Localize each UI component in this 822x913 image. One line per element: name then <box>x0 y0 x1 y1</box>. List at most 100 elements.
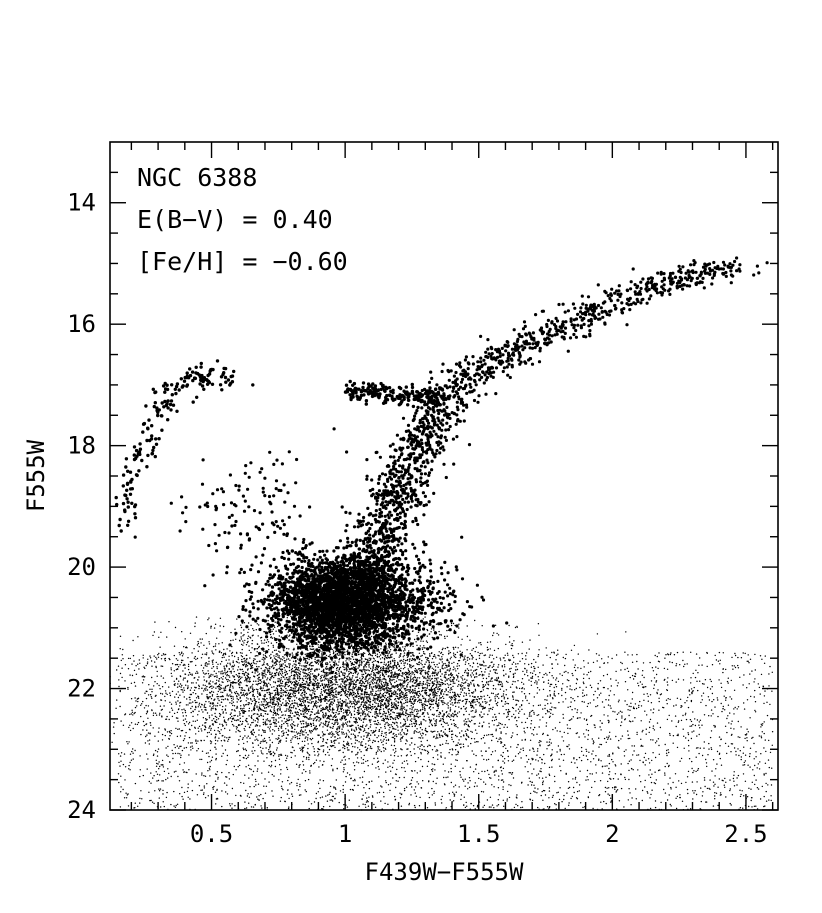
faint-star-point <box>607 738 609 740</box>
faint-star-point <box>456 759 458 762</box>
faint-star-point <box>155 759 157 761</box>
faint-star-point <box>399 689 401 691</box>
faint-star-point <box>709 779 711 781</box>
faint-star-point <box>216 721 218 724</box>
faint-star-point <box>712 781 715 783</box>
faint-star-point <box>473 676 476 679</box>
faint-star-point <box>551 796 554 798</box>
faint-star-point <box>378 729 381 731</box>
faint-star-point <box>358 666 360 668</box>
faint-star-point <box>258 674 260 676</box>
faint-star-point <box>494 688 497 690</box>
faint-star-point <box>288 669 291 672</box>
faint-star-point <box>327 751 329 754</box>
faint-star-point <box>209 705 211 707</box>
faint-star-point <box>225 685 227 687</box>
faint-star-point <box>514 672 516 674</box>
faint-star-point <box>168 761 171 763</box>
faint-star-point <box>390 754 392 756</box>
faint-star-point <box>310 701 313 703</box>
faint-star-point <box>321 683 323 685</box>
faint-star-point <box>754 783 756 786</box>
faint-star-point <box>304 701 307 703</box>
faint-star-point <box>149 688 151 690</box>
faint-star-point <box>293 692 295 694</box>
faint-star-point <box>376 792 379 794</box>
faint-star-point <box>635 673 637 675</box>
faint-star-point <box>509 686 512 688</box>
faint-star-point <box>590 715 592 717</box>
faint-star-point <box>659 769 661 771</box>
faint-star-point <box>675 786 677 788</box>
faint-star-point <box>508 641 511 643</box>
faint-star-point <box>679 664 681 666</box>
faint-star-point <box>391 766 394 769</box>
faint-star-point <box>549 715 551 717</box>
faint-star-point <box>440 678 442 681</box>
faint-star-point <box>359 705 361 708</box>
faint-star-point <box>658 709 660 711</box>
faint-star-point <box>420 758 422 761</box>
faint-star-point <box>471 731 473 733</box>
faint-star-point <box>243 629 245 631</box>
faint-star-point <box>375 753 377 755</box>
faint-star-point <box>281 695 283 698</box>
faint-star-point <box>292 693 294 695</box>
faint-star-point <box>425 734 427 736</box>
faint-star-point <box>307 737 309 739</box>
faint-star-point <box>726 717 728 720</box>
faint-star-point <box>493 649 496 652</box>
faint-star-point <box>484 742 486 744</box>
faint-star-point <box>248 645 250 647</box>
faint-star-point <box>276 700 278 703</box>
faint-star-point <box>378 656 380 658</box>
faint-star-point <box>434 666 437 668</box>
faint-star-point <box>469 780 471 782</box>
faint-star-point <box>765 782 767 785</box>
faint-star-point <box>238 639 241 642</box>
faint-star-point <box>748 805 750 808</box>
faint-star-point <box>469 665 471 667</box>
faint-star-point <box>350 714 353 716</box>
faint-star-point <box>329 732 331 734</box>
faint-star-point <box>482 689 485 691</box>
faint-star-point <box>269 719 271 722</box>
faint-star-point <box>689 694 691 696</box>
faint-star-point <box>438 702 440 704</box>
faint-star-point <box>331 676 333 678</box>
faint-star-point <box>164 695 166 698</box>
faint-star-point <box>164 700 166 702</box>
faint-star-point <box>690 677 692 679</box>
faint-star-point <box>302 760 304 763</box>
faint-star-point <box>310 803 313 805</box>
faint-star-point <box>352 658 355 661</box>
faint-star-point <box>630 702 632 704</box>
faint-star-point <box>516 699 518 702</box>
faint-star-point <box>356 711 358 714</box>
faint-star-point <box>206 663 209 665</box>
faint-star-point <box>257 721 259 723</box>
faint-star-point <box>444 770 446 772</box>
faint-star-point <box>646 791 648 793</box>
faint-star-point <box>440 685 442 687</box>
faint-star-point <box>283 704 285 706</box>
faint-star-point <box>453 648 455 650</box>
faint-star-point <box>155 714 158 716</box>
faint-star-point <box>333 733 335 736</box>
faint-star-point <box>367 765 369 767</box>
faint-star-point <box>313 801 316 803</box>
faint-star-point <box>348 736 350 739</box>
faint-star-point <box>319 697 322 699</box>
faint-star-point <box>546 741 548 743</box>
faint-star-point <box>474 688 477 691</box>
faint-star-point <box>130 759 133 761</box>
faint-star-point <box>697 768 700 770</box>
faint-star-point <box>150 660 153 662</box>
faint-star-point <box>290 672 293 674</box>
faint-star-point <box>489 777 491 779</box>
faint-star-point <box>337 726 339 728</box>
faint-star-point <box>354 661 356 663</box>
faint-star-point <box>216 676 218 678</box>
faint-star-point <box>386 715 389 717</box>
faint-star-point <box>294 696 296 698</box>
